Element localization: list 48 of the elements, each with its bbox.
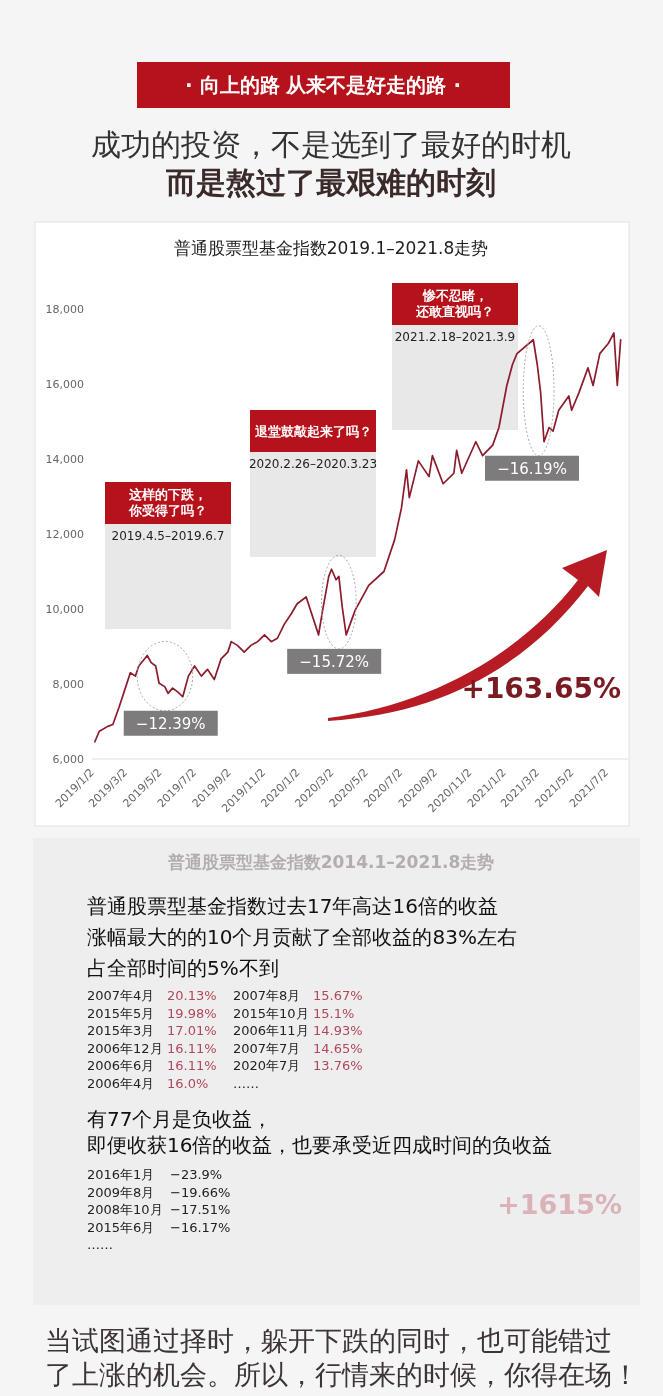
y-tick-label: 18,000	[45, 303, 84, 316]
text: 2007年4月 20.13%	[87, 988, 217, 1003]
text: ……	[87, 1237, 113, 1252]
text: 2020年7月 13.76%	[233, 1058, 363, 1073]
annotation: 2019.4.5–2019.6.7	[111, 529, 225, 543]
y-tick-label: 14,000	[45, 453, 84, 466]
annotation: +163.65%	[461, 672, 621, 705]
line-series	[93, 332, 622, 743]
text: 了上涨的机会。所以，行情来的时候，你得在场！	[45, 1359, 639, 1390]
annotation: 2020.2.26–2020.3.23	[248, 457, 378, 471]
y-tick-label: 10,000	[45, 603, 84, 616]
text: 2015年3月 17.01%	[87, 1023, 217, 1038]
text: 2008年10月 −17.51%	[87, 1202, 231, 1217]
text: ……	[233, 1075, 259, 1091]
annotation: 退堂鼓敲起来了吗？	[253, 424, 372, 439]
text: 2016年1月 −23.9%	[87, 1167, 223, 1182]
y-tick-label: 16,000	[45, 378, 84, 391]
text: 2015年10月 15.1%	[233, 1005, 355, 1021]
y-tick-label: 6,000	[52, 753, 84, 766]
text: 2007年7月 14.65%	[233, 1040, 363, 1056]
text: 成功的投资，不是选到了最好的时机	[91, 127, 571, 162]
y-tick-label: 8,000	[52, 678, 84, 691]
text: 2006年4月 16.0%	[87, 1075, 209, 1091]
text: 即便收获16倍的收益，也要承受近四成时间的负收益	[87, 1133, 553, 1157]
text: 有77个月是负收益，	[87, 1107, 273, 1131]
text: 2015年6月 −16.17%	[87, 1219, 231, 1235]
annotation: 2021.2.18–2021.3.9	[394, 330, 516, 344]
text: 普通股票型基金指数过去17年高达16倍的收益	[87, 894, 498, 918]
text: 2006年12月 16.11%	[87, 1040, 217, 1056]
text: · 向上的路 从来不是好走的路 ·	[184, 73, 462, 97]
text: 占全部时间的5%不到	[87, 956, 279, 980]
text: 而是熬过了最艰难的时刻	[165, 165, 496, 200]
annotation: −12.39%	[135, 714, 206, 733]
annotation: −16.19%	[497, 459, 567, 478]
text: 2015年5月 19.98%	[87, 1005, 217, 1021]
text: 2009年8月 −19.66%	[87, 1184, 231, 1200]
text: 普通股票型基金指数2014.1–2021.8走势	[166, 852, 495, 872]
text: 2006年11月 14.93%	[233, 1023, 363, 1038]
annotation: 惨不忍睹，还敢直视吗？	[415, 288, 494, 320]
text: 涨幅最大的的10个月贡献了全部收益的83%左右	[87, 925, 517, 949]
text: 当试图通过择时，躲开下跌的同时，也可能错过	[45, 1325, 612, 1356]
text: +1615%	[497, 1189, 622, 1220]
text: 2007年8月 15.67%	[233, 988, 363, 1003]
text: 2006年6月 16.11%	[87, 1058, 217, 1073]
annotation: −15.72%	[299, 652, 370, 671]
y-tick-label: 12,000	[45, 528, 84, 541]
annotation: 这样的下跌，你受得了吗？	[128, 487, 207, 519]
chart-title: 普通股票型基金指数2019.1–2021.8走势	[173, 238, 489, 258]
